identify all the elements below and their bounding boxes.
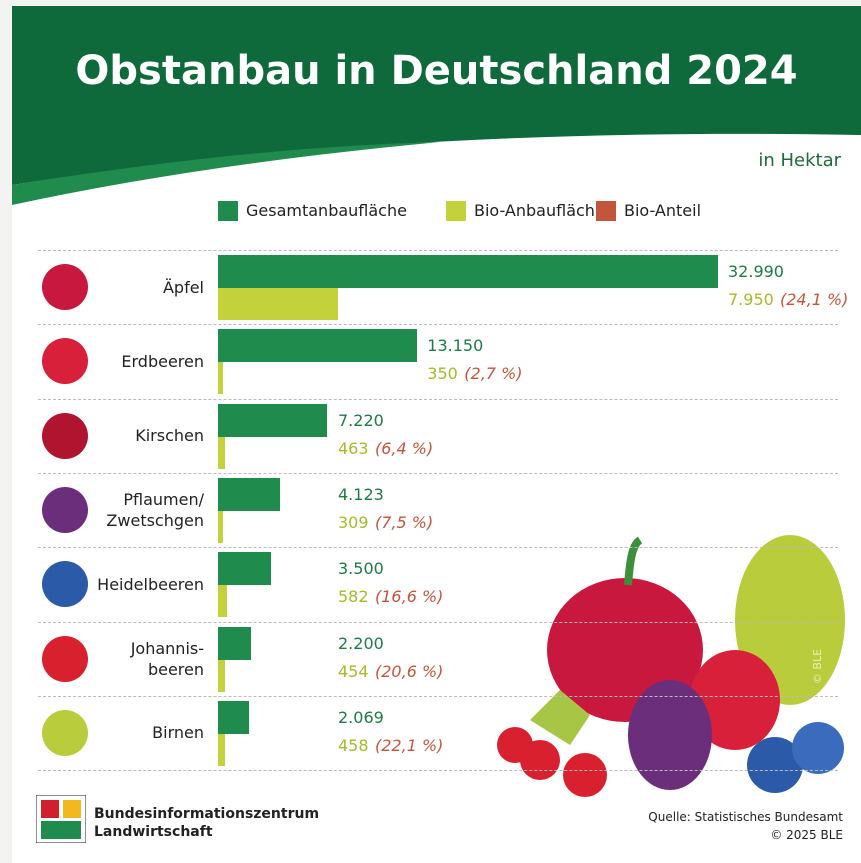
bar <box>218 255 718 288</box>
fruit-icon <box>42 264 88 310</box>
share-label: (6,4 %) <box>375 438 434 458</box>
legend-swatch <box>596 201 616 221</box>
value-label: 350 <box>427 364 458 384</box>
bar <box>218 700 250 734</box>
logo-icon <box>36 795 86 843</box>
row-divider <box>38 621 838 623</box>
header <box>12 6 861 185</box>
value-label: 7.950 <box>728 290 774 309</box>
bar <box>218 510 223 543</box>
row-divider <box>38 695 838 697</box>
value-label: 458 <box>338 735 369 755</box>
bar <box>218 403 328 437</box>
fruit-icon <box>42 561 88 608</box>
bar <box>218 626 252 660</box>
category-label: Erdbeeren <box>121 351 204 371</box>
category-label: Pflaumen/ Zwetschgen <box>106 490 204 531</box>
share-label: (24,1 %) <box>780 290 849 309</box>
value-label: 463 <box>338 438 369 458</box>
source: Quelle: Statistisches Bundesamt <box>648 810 843 824</box>
value-label: 13.150 <box>427 336 484 356</box>
row-divider <box>38 398 838 400</box>
bar <box>218 585 227 618</box>
value-label: 4.123 <box>338 484 384 504</box>
fruit-icon <box>42 412 88 459</box>
value-label: 582 <box>338 587 369 607</box>
row-divider <box>38 770 838 772</box>
bar <box>218 288 339 320</box>
category-label: Heidelbeeren <box>97 574 204 594</box>
fruit-icon <box>42 486 88 533</box>
copyright: © 2025 BLE <box>770 828 843 842</box>
share-label: (22,1 %) <box>375 735 444 755</box>
legend-swatch <box>446 201 466 221</box>
value-label: 2.069 <box>338 707 384 727</box>
legend-label: Bio-Anteil <box>624 201 702 220</box>
value-label: 2.200 <box>338 633 384 653</box>
bar <box>218 733 225 766</box>
bar <box>218 659 225 692</box>
image-credit: © BLE <box>811 648 825 685</box>
value-label: 309 <box>338 512 369 532</box>
fruit-illustration <box>497 535 845 797</box>
value-label: 7.220 <box>338 410 384 430</box>
fruit-icon <box>42 709 88 756</box>
bar <box>218 362 224 395</box>
share-label: (7,5 %) <box>375 512 434 532</box>
legend-swatch <box>218 201 238 221</box>
value-label: 32.990 <box>728 262 784 281</box>
legend-label: Bio-Anbaufläche <box>474 201 605 220</box>
bar <box>218 477 281 511</box>
share-label: (2,7 %) <box>464 364 523 384</box>
value-label: 3.500 <box>338 559 384 579</box>
legend-label: Gesamtanbaufläche <box>246 201 407 220</box>
bar <box>218 329 418 363</box>
value-label: 454 <box>338 661 369 681</box>
logo-text: Bundesinformationszentrum Landwirtschaft <box>94 806 320 840</box>
fruit-icon <box>42 338 88 385</box>
bar <box>218 436 226 469</box>
category-label: Kirschen <box>135 426 204 446</box>
row-divider <box>38 547 838 549</box>
bar <box>218 552 272 586</box>
fruit-icon <box>42 635 88 682</box>
chart-title: Obstanbau in Deutschland 2024 <box>75 48 798 94</box>
share-label: (16,6 %) <box>375 587 444 607</box>
row-divider <box>38 324 838 326</box>
row-divider <box>38 250 838 251</box>
subtitle: in Hektar <box>758 150 841 171</box>
category-label: Birnen <box>152 723 204 743</box>
row-divider <box>38 472 838 474</box>
share-label: (20,6 %) <box>375 661 444 681</box>
category-label: Äpfel <box>162 277 204 297</box>
category-label: Johannis- beeren <box>130 638 204 679</box>
swoosh <box>12 142 440 205</box>
